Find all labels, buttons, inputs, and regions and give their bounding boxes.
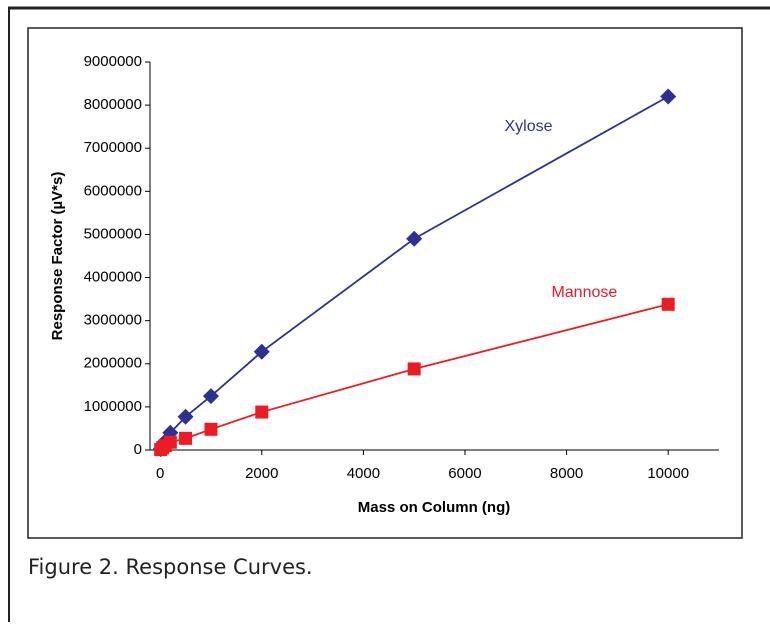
y-tick-label: 0 [134,441,142,458]
marker [407,362,421,376]
y-tick-label: 8000000 [84,96,142,113]
y-tick-label: 9000000 [84,53,142,70]
x-tick-label: 4000 [347,465,380,482]
marker [179,431,193,445]
series-label: Mannose [551,284,617,301]
x-tick-label: 8000 [550,465,583,482]
y-axis-title: Response Factor (µV*s) [49,172,66,341]
series-label: Xylose [504,118,552,135]
y-tick-label: 6000000 [84,182,142,199]
marker [253,343,270,360]
marker [204,422,218,436]
y-tick-label: 5000000 [84,225,142,242]
y-tick-label: 4000000 [84,269,142,286]
marker [661,297,675,311]
caption: Figure 2. Response Curves. [28,555,313,579]
marker [255,405,269,419]
marker [163,435,177,449]
y-tick-label: 1000000 [84,398,142,415]
x-axis-title: Mass on Column (ng) [358,499,511,516]
marker [660,88,677,105]
marker [406,230,423,247]
y-tick-label: 7000000 [84,139,142,156]
x-tick-label: 0 [156,465,164,482]
y-tick-label: 3000000 [84,312,142,329]
x-tick-label: 10000 [647,465,689,482]
marker [177,408,194,425]
marker [202,388,219,405]
y-tick-label: 2000000 [84,355,142,372]
x-tick-label: 6000 [448,465,481,482]
chart-border [27,27,743,539]
x-tick-label: 2000 [245,465,278,482]
